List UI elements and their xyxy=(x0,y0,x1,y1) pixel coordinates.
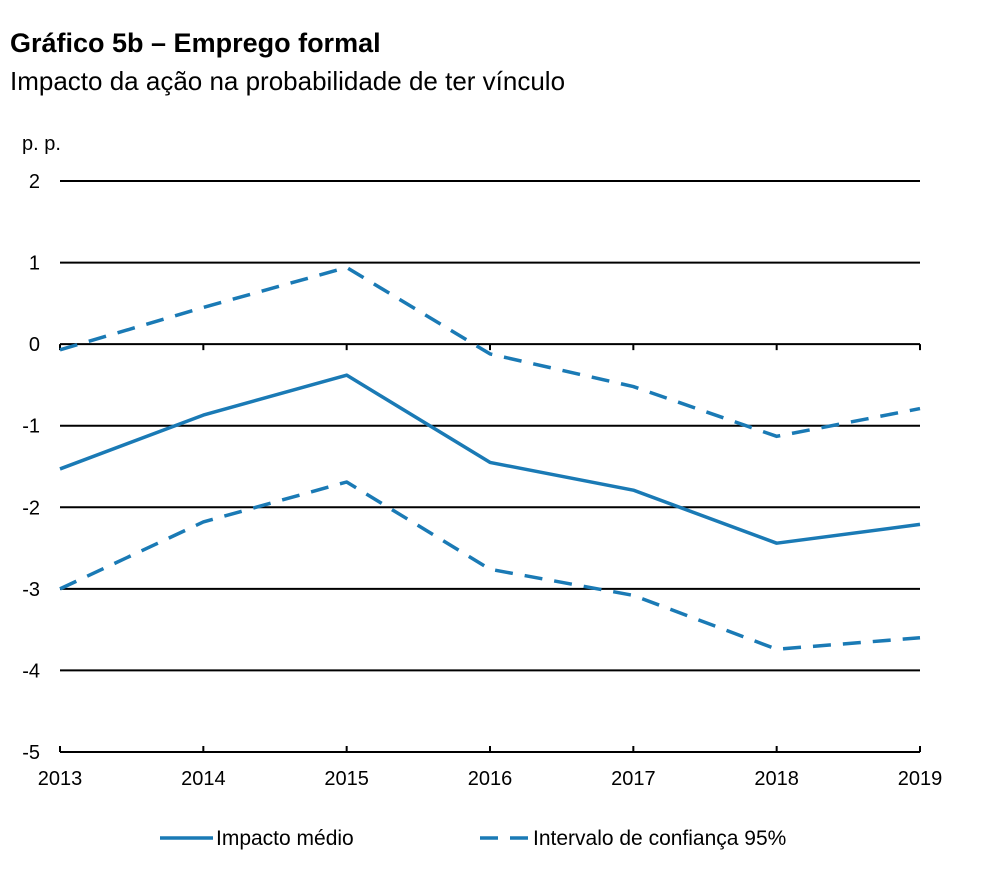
y-tick-label: 2 xyxy=(29,171,40,193)
y-axis-unit-label: p. p. xyxy=(22,133,61,155)
legend-label: Intervalo de confiança 95% xyxy=(533,827,786,850)
x-tick-label: 2015 xyxy=(324,768,369,790)
series-line-0 xyxy=(59,373,921,545)
y-tick-label: 0 xyxy=(29,334,40,356)
data-point xyxy=(631,593,635,597)
y-tick-label: -2 xyxy=(22,497,40,519)
x-tick-label: 2018 xyxy=(754,768,799,790)
x-tick-label: 2017 xyxy=(611,768,656,790)
data-point xyxy=(58,587,62,591)
chart-title: Gráfico 5b – Emprego formal xyxy=(10,28,381,58)
data-point xyxy=(918,407,922,411)
x-tick-label: 2013 xyxy=(38,768,83,790)
data-point xyxy=(201,520,205,524)
series-line-1 xyxy=(59,265,921,439)
data-point xyxy=(488,352,492,356)
data-point xyxy=(775,434,779,438)
data-point xyxy=(631,488,635,492)
y-tick-label: -1 xyxy=(22,416,40,438)
y-tick-label: -4 xyxy=(22,660,40,682)
y-tick-label: -5 xyxy=(22,742,40,764)
data-point xyxy=(488,567,492,571)
data-point xyxy=(488,460,492,464)
data-point xyxy=(631,385,635,389)
data-point xyxy=(918,636,922,640)
legend-label: Impacto médio xyxy=(216,827,354,850)
data-point xyxy=(58,467,62,471)
data-point xyxy=(345,265,349,269)
data-point xyxy=(58,348,62,352)
chart-subtitle: Impacto da ação na probabilidade de ter … xyxy=(10,66,566,96)
data-point xyxy=(201,413,205,417)
data-point xyxy=(775,541,779,545)
x-tick-label: 2016 xyxy=(468,768,513,790)
x-tick-label: 2019 xyxy=(898,768,943,790)
data-point xyxy=(345,480,349,484)
y-tick-label: 1 xyxy=(29,253,40,275)
data-point xyxy=(201,305,205,309)
data-point xyxy=(918,522,922,526)
series-line-2 xyxy=(59,480,921,651)
y-tick-label: -3 xyxy=(22,579,40,601)
x-tick-label: 2014 xyxy=(181,768,226,790)
data-point xyxy=(345,373,349,377)
data-point xyxy=(775,647,779,651)
